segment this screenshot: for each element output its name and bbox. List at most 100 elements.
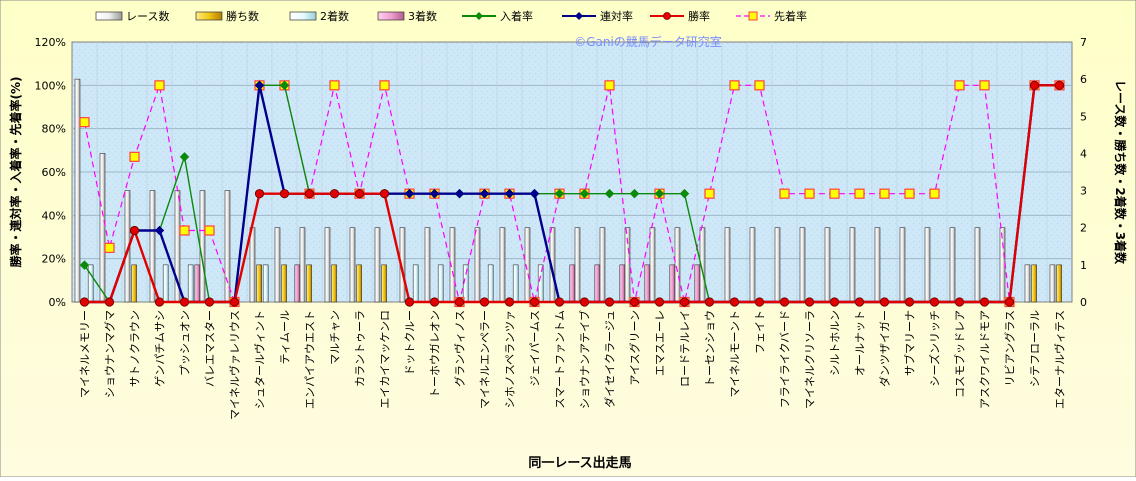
bar-3着数 (594, 264, 601, 303)
bar-レース数 (224, 190, 231, 303)
line-勝率 (84, 84, 1060, 304)
x-tick-label: マルチャン (329, 310, 342, 365)
bar-勝ち数 (281, 264, 287, 303)
line-先着率-point (204, 225, 215, 236)
line-連対率-point (429, 188, 440, 199)
line-勝率-point (329, 189, 340, 199)
line-先着率-point (754, 80, 765, 91)
bar-レース数 (249, 227, 256, 303)
x-tick-label: エイカイマッケンロ (379, 310, 392, 409)
bar-3着数 (194, 264, 201, 303)
line-勝率-point (104, 297, 115, 307)
line-入着率-point (179, 151, 190, 162)
x-tick-label: コスモブッドレア (953, 310, 967, 398)
bar-レース数 (349, 227, 356, 303)
line-入着率-point (279, 80, 290, 91)
line-勝率-point (729, 297, 740, 307)
line-勝率-point (804, 297, 815, 307)
line-勝率-point (879, 297, 890, 307)
line-先着率-point (729, 80, 740, 91)
bar-レース数 (749, 227, 756, 303)
legend-label: レース数 (126, 10, 169, 23)
line-連対率-point (154, 225, 165, 236)
line-先着率-point (604, 80, 615, 91)
x-tick-label: ジェイパームス (529, 310, 542, 386)
line-勝率-point (429, 297, 440, 307)
bar-レース数 (474, 227, 481, 303)
legend: レース数 勝ち数 2着数 3着数 入着率 連対率 勝率 先着率 (95, 9, 807, 23)
x-tick-label: ゲンパチムサシ (154, 310, 167, 387)
bar-レース数 (299, 227, 306, 303)
bar-勝ち数 (1031, 264, 1037, 303)
line-先着率-point (829, 188, 840, 199)
legend-marker (575, 12, 583, 20)
legend-label: 勝ち数 (226, 9, 259, 23)
line-勝率-point (754, 297, 765, 307)
y-right-tick-label: 4 (1080, 147, 1087, 160)
bar-レース数 (674, 227, 681, 303)
line-勝率-point (779, 297, 790, 307)
line-勝率-point (79, 297, 90, 307)
bar-3着数 (694, 264, 701, 303)
line-勝率-point (554, 297, 565, 307)
bar-レース数 (99, 153, 106, 303)
y-left-tick-label: 100% (35, 79, 66, 92)
x-tick-label: リビアングラス (1003, 310, 1017, 386)
x-tick-label: マイネルヴァレリウス (228, 310, 242, 420)
legend-swatch (289, 11, 317, 21)
x-tick-label: カラントゥーラ (354, 310, 367, 387)
line-先着率-point (854, 188, 865, 199)
y-axis-right-label: レース数・勝ち数・2着数・3着数 (1113, 80, 1128, 265)
bar-レース数 (774, 227, 781, 303)
x-tick-label: バレエマスター (204, 310, 217, 387)
bar-3着数 (619, 264, 626, 303)
x-tick-label: トーホウガレオン (429, 310, 442, 398)
watermark: ©Ganiの競馬データ研究室 (574, 34, 722, 49)
x-tick-label: エターナルヴィテス (1053, 310, 1067, 409)
legend-marker (748, 11, 758, 21)
line-連対率-point (254, 80, 265, 91)
bar-レース数 (874, 227, 881, 303)
x-tick-label: ドットクルー (404, 310, 417, 376)
bar-2着数 (162, 264, 169, 303)
line-勝率-point (229, 297, 240, 307)
bar-勝ち数 (306, 264, 312, 303)
line-入着率-point (579, 188, 590, 199)
bar-レース数 (599, 227, 606, 303)
line-勝率-point (704, 297, 715, 307)
y-right-tick-label: 6 (1080, 73, 1087, 86)
line-勝率-point (1004, 297, 1015, 307)
line-入着率-point (629, 188, 640, 199)
bar-レース数 (924, 227, 931, 303)
line-勝率-point (904, 297, 915, 307)
line-先着率-point (704, 188, 715, 199)
line-連対率-point (479, 188, 490, 199)
legend-label: 先着率 (774, 9, 807, 23)
line-勝率-point (379, 189, 390, 199)
bar-2着数 (487, 264, 494, 303)
line-勝率-point (154, 297, 165, 307)
bar-レース数 (574, 227, 581, 303)
line-勝率-point (404, 297, 415, 307)
line-勝率-point (354, 189, 365, 199)
bar-勝ち数 (256, 264, 262, 303)
line-先着率-point (379, 80, 390, 91)
x-tick-label: シテフローラル (1029, 310, 1042, 387)
line-勝率-point (954, 297, 965, 307)
x-tick-label: ショウナンアテイブ (578, 310, 592, 409)
line-勝率-point (1054, 80, 1065, 90)
bar-レース数 (1024, 264, 1031, 303)
line-勝率-point (604, 297, 615, 307)
bar-2着数 (87, 264, 94, 303)
line-勝率-point (1029, 80, 1040, 90)
y-right-tick-label: 3 (1080, 185, 1087, 198)
bar-勝ち数 (381, 264, 387, 303)
line-勝率-point (179, 297, 190, 307)
bar-勝ち数 (131, 264, 137, 303)
line-勝率-point (279, 189, 290, 199)
x-tick-label: ティムール (279, 310, 292, 364)
bar-レース数 (324, 227, 331, 303)
line-勝率-point (454, 297, 465, 307)
bar-レース数 (149, 190, 156, 303)
